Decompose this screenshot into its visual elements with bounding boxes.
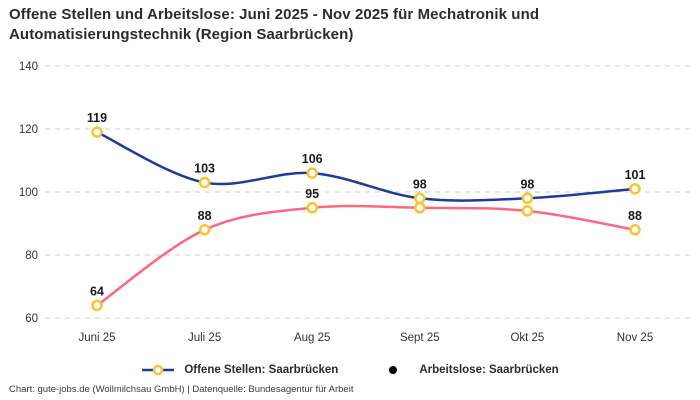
chart-title: Offene Stellen und Arbeitslose: Juni 202…: [9, 6, 540, 43]
data-point-label: 88: [628, 209, 642, 223]
data-point-marker: [91, 299, 103, 312]
data-point-marker: [414, 192, 426, 205]
x-axis-label: Okt 25: [510, 332, 544, 344]
data-point-label: 98: [520, 177, 534, 191]
data-point-label: 64: [90, 284, 104, 298]
data-point-marker: [414, 202, 426, 214]
legend-item-arbeitslose: Arbeitslose: Saarbrücken: [376, 364, 559, 376]
x-axis-label: Nov 25: [617, 332, 653, 344]
legend-swatch-marker: [153, 364, 164, 376]
data-point-label: 88: [198, 209, 212, 223]
y-axis-tick-label: 80: [25, 250, 38, 262]
data-point-marker: [91, 126, 103, 138]
y-axis-tick-label: 120: [19, 124, 38, 136]
y-axis-tick-label: 60: [25, 313, 38, 325]
chart-legend: Offene Stellen: Saarbrücken Arbeitslose:…: [0, 358, 700, 382]
x-axis-label: Juni 25: [78, 332, 115, 344]
data-point-label: 101: [625, 168, 646, 182]
line-chart: 60 80 100 120 140 Juni 25 Juli 25 Aug 25 Sept 25…: [19, 61, 690, 344]
data-point-label: 103: [194, 162, 215, 176]
data-point-marker: [629, 224, 641, 236]
data-point-marker: [629, 183, 641, 195]
series-line-arbeitslose-saarbr-cken: [95, 204, 637, 307]
data-point-marker: [521, 205, 534, 217]
data-point-label: 106: [302, 152, 323, 166]
legend-item-offene-stellen: Offene Stellen: Saarbrücken: [141, 364, 338, 376]
y-axis-tick-label: 100: [19, 187, 38, 199]
legend-label-arbeitslose: Arbeitslose: Saarbrücken: [419, 364, 559, 376]
y-axis-tick-label: 140: [19, 61, 38, 73]
chart-attribution: Chart: gute-jobs.de (Wollmilchsau GmbH) …: [9, 384, 354, 395]
data-point-marker: [198, 176, 211, 189]
data-point-marker: [521, 192, 534, 205]
data-point-marker: [306, 202, 318, 214]
data-point-label: 95: [305, 187, 319, 201]
x-axis-label: Juli 25: [188, 332, 221, 344]
legend-swatch-1: [389, 366, 398, 374]
x-axis-label: Aug 25: [294, 332, 330, 344]
data-point-marker: [198, 224, 211, 236]
legend-swatch-marker: [389, 366, 398, 374]
data-point-label: 119: [87, 111, 107, 125]
data-point-marker: [306, 167, 318, 179]
legend-swatch-0: [142, 364, 175, 376]
data-point-label: 98: [413, 177, 427, 191]
series-line-offene-stellen-saarbr-cken: [95, 130, 637, 202]
legend-label-offene-stellen: Offene Stellen: Saarbrücken: [184, 364, 339, 376]
x-axis-label: Sept 25: [400, 332, 440, 344]
